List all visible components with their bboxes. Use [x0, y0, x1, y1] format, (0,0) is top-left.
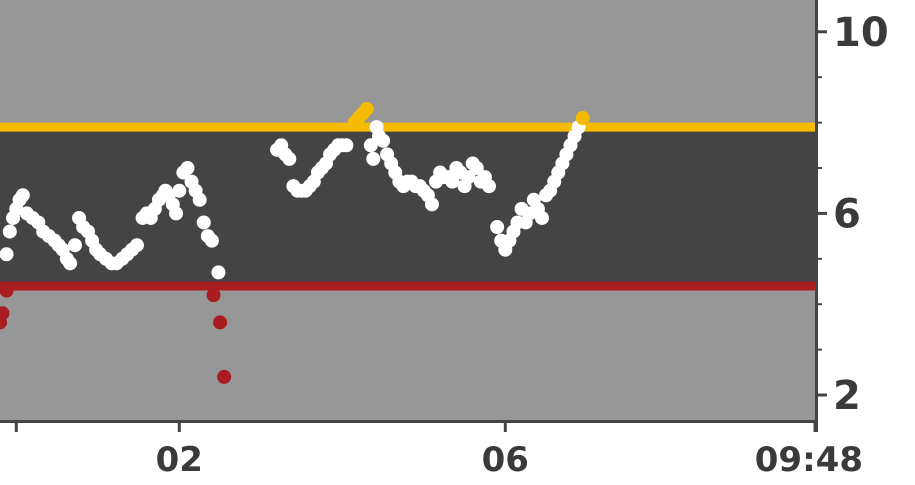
x-tick-label: 02 — [156, 440, 203, 480]
reading-point — [0, 247, 14, 262]
y-tick-label: 2 — [833, 373, 861, 419]
reading-point — [204, 233, 219, 248]
reading-point — [217, 369, 232, 384]
reading-point — [169, 206, 184, 221]
above-target-band — [0, 0, 815, 128]
reading-point — [359, 101, 374, 116]
axes: 10 6 2 02 06 09:48 — [0, 0, 889, 480]
reading-point — [366, 151, 381, 166]
reading-point — [15, 188, 30, 203]
y-tick-label: 6 — [833, 191, 861, 237]
y-tick-label: 10 — [833, 10, 889, 56]
reading-point — [213, 315, 228, 330]
reading-point — [363, 138, 378, 153]
reading-point — [129, 238, 144, 253]
reading-point — [461, 170, 476, 185]
reading-point — [206, 288, 221, 303]
reading-point — [424, 197, 439, 212]
reading-point — [172, 183, 187, 198]
x-tick-label: 09:48 — [755, 440, 863, 480]
reading-point — [67, 238, 82, 253]
reading-point — [482, 179, 496, 194]
below-target-band — [0, 286, 815, 420]
reading-point — [2, 224, 17, 239]
reading-point — [469, 161, 484, 175]
x-tick-label: 06 — [482, 440, 529, 480]
glucose-readings — [0, 101, 590, 384]
reading-point — [490, 220, 505, 235]
reading-point — [376, 133, 391, 148]
reading-point — [575, 111, 590, 126]
reading-point — [339, 138, 354, 153]
reading-point — [0, 306, 10, 321]
plot-area — [0, 0, 815, 420]
reading-point — [534, 210, 549, 225]
x-axis-ticks: 02 06 09:48 — [14, 420, 863, 480]
target-range-band — [0, 127, 815, 287]
y-axis-ticks: 10 6 2 — [815, 10, 889, 419]
reading-point — [192, 192, 207, 207]
reading-point — [445, 174, 460, 189]
reading-point — [211, 265, 226, 280]
reading-point — [196, 215, 211, 230]
reading-point — [0, 283, 14, 298]
reading-point — [180, 161, 195, 175]
reading-point — [63, 256, 78, 271]
reading-point — [282, 151, 297, 166]
